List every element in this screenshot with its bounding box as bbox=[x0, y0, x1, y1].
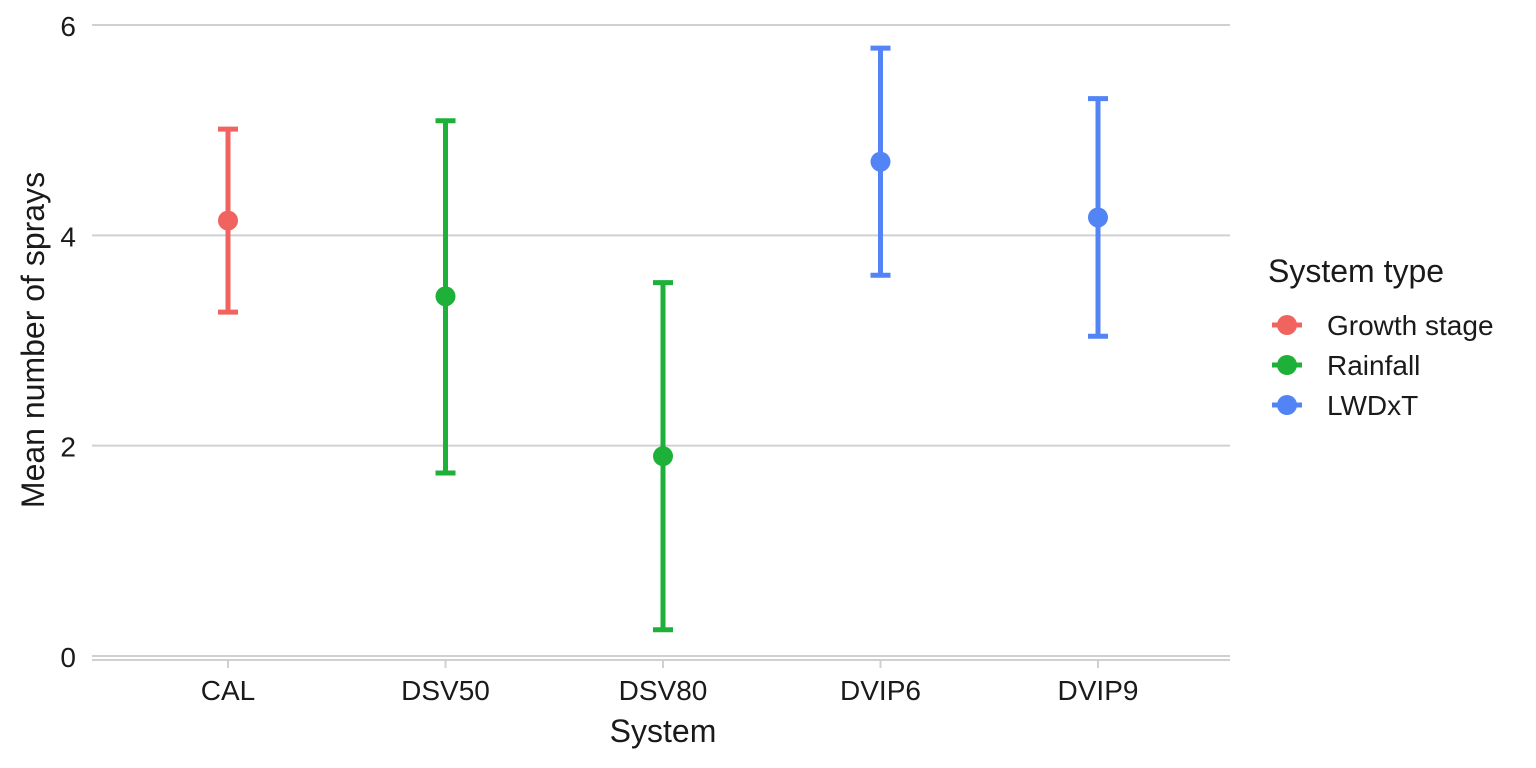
y-tick-label: 6 bbox=[60, 11, 76, 42]
grid-lines bbox=[92, 24, 1230, 657]
legend-title: System type bbox=[1268, 253, 1444, 289]
x-tick-label: DSV80 bbox=[619, 675, 708, 706]
data-point bbox=[218, 210, 238, 231]
x-tick-label: DVIP9 bbox=[1058, 675, 1139, 706]
y-tick-label: 4 bbox=[60, 221, 76, 252]
x-tick-label: DVIP6 bbox=[840, 675, 921, 706]
data-points bbox=[218, 151, 1108, 467]
legend-key-marker bbox=[1277, 315, 1297, 335]
x-tick-label: CAL bbox=[201, 675, 255, 706]
legend-key-marker bbox=[1277, 395, 1297, 415]
legend-entry-label: Growth stage bbox=[1327, 310, 1494, 341]
legend-entry-label: Rainfall bbox=[1327, 350, 1420, 381]
data-point bbox=[870, 151, 891, 172]
data-point bbox=[1088, 207, 1108, 228]
x-tick-label: DSV50 bbox=[401, 675, 490, 706]
legend-entry-label: LWDxT bbox=[1327, 390, 1418, 421]
data-point bbox=[435, 286, 456, 307]
x-tick-labels: CAL DSV50 DSV80 DVIP6 DVIP9 bbox=[201, 660, 1139, 706]
legend-key-marker bbox=[1277, 355, 1297, 375]
x-axis-label: System bbox=[610, 713, 717, 749]
y-tick-label: 2 bbox=[60, 432, 76, 463]
y-tick-label: 0 bbox=[60, 642, 76, 673]
error-bars bbox=[218, 45, 1108, 633]
legend: System type Growth stage Rainfall LWDxT bbox=[1268, 253, 1494, 421]
data-point bbox=[653, 446, 673, 467]
y-axis-label: Mean number of sprays bbox=[15, 172, 51, 508]
y-tick-labels: 0 2 4 6 bbox=[60, 11, 76, 673]
